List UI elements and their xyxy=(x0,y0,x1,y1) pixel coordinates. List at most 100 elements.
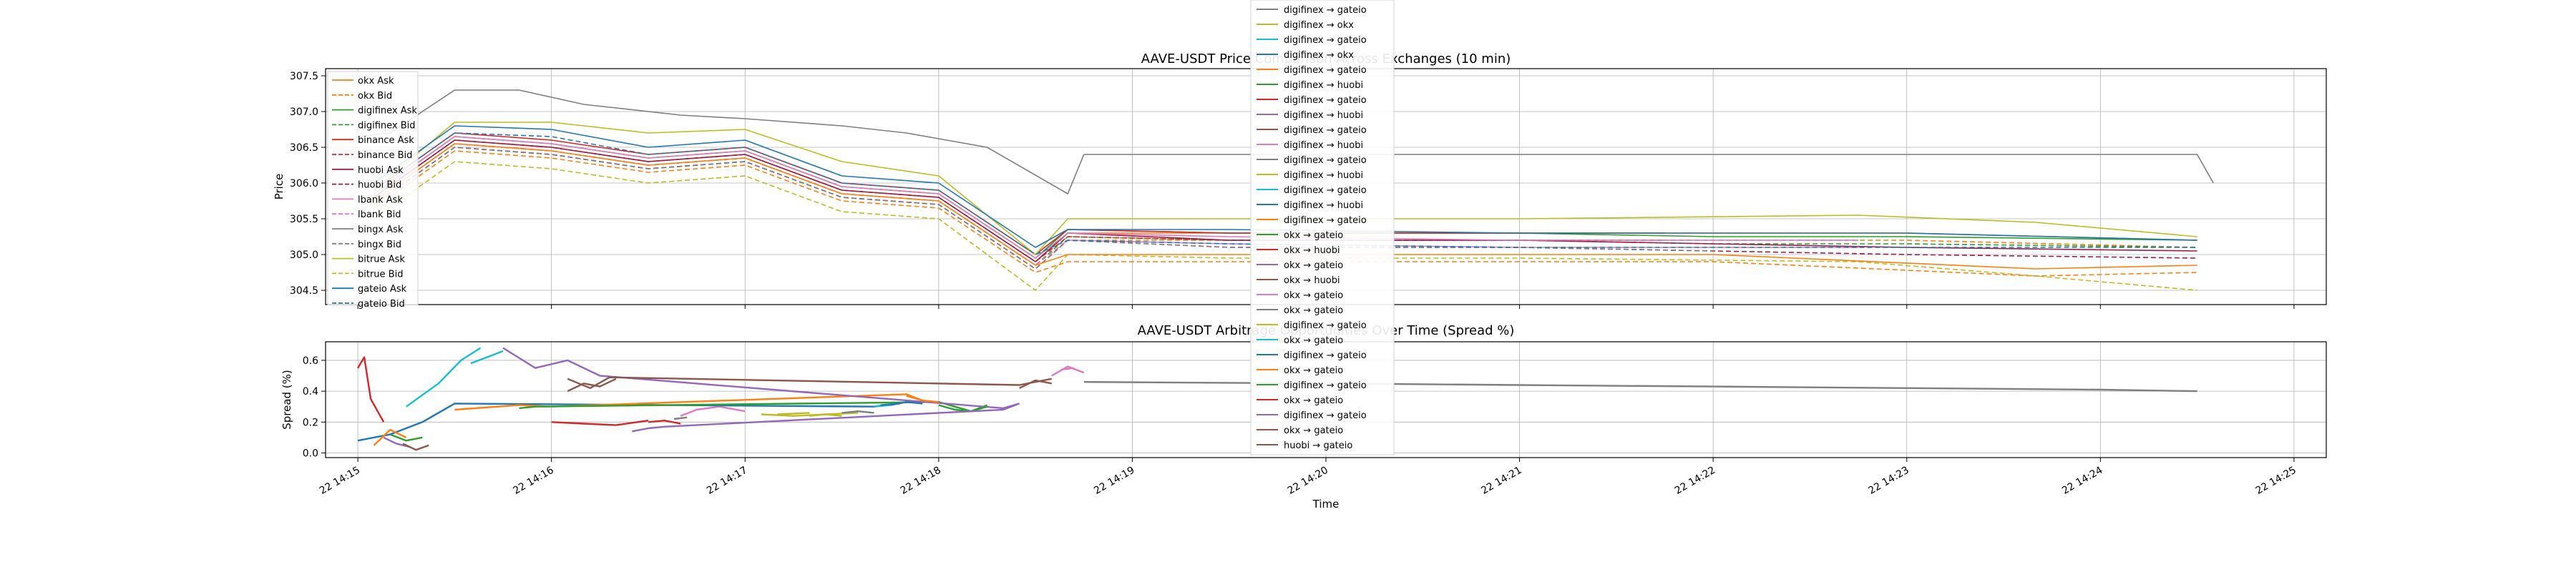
x-tick-label: 22 14:25 xyxy=(2254,465,2298,497)
spread-series-digifinex-to-huobi xyxy=(502,347,1020,410)
spread-legend-label: digifinex → gateio xyxy=(1284,215,1367,226)
spread-legend-label: digifinex → huobi xyxy=(1284,140,1363,151)
spread-legend-label: digifinex → gateio xyxy=(1284,5,1367,16)
spread-series-digifinex-to-gateio xyxy=(389,433,423,442)
price-legend-label: okx Bid xyxy=(358,91,392,102)
price-y-tick-label: 306.0 xyxy=(290,178,318,189)
spread-series-digifinex-to-gateio xyxy=(405,347,482,408)
price-legend-label: huobi Bid xyxy=(358,180,401,191)
spread-legend-box xyxy=(1250,0,1395,455)
spread-y-ticks: 0.0 0.2 0.4 0.6 xyxy=(303,355,326,460)
spread-y-tick-label: 0.6 xyxy=(303,355,318,367)
x-tick-label: 22 14:24 xyxy=(2060,465,2104,497)
price-legend-label: huobi Ask xyxy=(358,165,404,176)
x-tick-label: 22 14:17 xyxy=(705,465,749,497)
price-series-mexc-bid xyxy=(374,150,2197,277)
price-legend-label: gateio Bid xyxy=(358,299,405,310)
price-y-tick-label: 307.0 xyxy=(290,107,318,118)
spread-legend-label: okx → gateio xyxy=(1284,305,1343,316)
price-y-tick-label: 304.5 xyxy=(290,285,318,297)
price-legend-label: digifinex Bid xyxy=(358,120,416,131)
price-y-tick-label: 306.5 xyxy=(290,142,318,154)
spread-legend-label: okx → gateio xyxy=(1284,335,1343,346)
spread-series-digifinex-to-gateio xyxy=(551,420,649,426)
spread-legend-label: okx → gateio xyxy=(1284,365,1343,376)
spread-series-group xyxy=(357,347,2197,451)
spread-y-tick-label: 0.0 xyxy=(303,448,318,460)
price-legend-label: digifinex Ask xyxy=(358,106,417,117)
price-legend-label: bitrue Bid xyxy=(358,269,403,280)
price-legend-label: lbank Ask xyxy=(358,194,403,205)
spread-series-digifinex-to-gateio xyxy=(906,395,939,403)
spread-series-okx-to-gateio xyxy=(1061,367,1075,371)
spread-legend: digifinex → okx digifinex → gateio digifin… xyxy=(1250,0,1395,455)
x-tick-label: 22 14:18 xyxy=(899,465,943,497)
spread-series-okx-to-gateio xyxy=(470,350,504,365)
price-series-lbank-ask xyxy=(374,136,1859,259)
x-tick-label: 22 14:21 xyxy=(1479,465,1523,497)
spread-legend-label: digifinex → huobi xyxy=(1284,200,1363,211)
price-legend: okx Ask okx Bid digifinex Ask digifinex Bid… xyxy=(327,71,419,310)
spread-series-okx-to-gateio xyxy=(357,356,385,423)
spread-legend-label: digifinex → okx xyxy=(1284,0,1354,1)
spread-y-tick-label: 0.4 xyxy=(303,386,318,398)
spread-y-axis-label: Spread (%) xyxy=(280,370,293,430)
spread-series-okx-to-gateio xyxy=(402,443,429,451)
spread-series-digifinex-to-huobi xyxy=(1051,365,1085,377)
price-series-gateio-bid xyxy=(374,132,2197,255)
spread-legend-label: digifinex → gateio xyxy=(1284,350,1367,361)
price-series-huobi-ask xyxy=(374,139,2197,262)
x-tick-label: 22 14:23 xyxy=(1867,465,1911,497)
spread-legend-label: digifinex → gateio xyxy=(1284,65,1367,76)
price-series-bingx-ask xyxy=(358,89,2214,194)
spread-legend-label: digifinex → gateio xyxy=(1284,125,1367,136)
spread-x-axis-label: Time xyxy=(1312,498,1340,511)
spread-series-okx-to-huobi xyxy=(1019,379,1052,389)
spread-legend-label: digifinex → gateio xyxy=(1284,410,1367,421)
spread-legend-label: digifinex → huobi xyxy=(1284,170,1363,181)
spread-legend-label: digifinex → gateio xyxy=(1284,155,1367,166)
spread-legend-label: okx → gateio xyxy=(1284,260,1343,271)
spread-legend-label: huobi → gateio xyxy=(1284,440,1352,451)
spread-legend-label: digifinex → okx xyxy=(1284,20,1354,31)
price-legend-label: okx Ask xyxy=(358,76,394,87)
x-tick-label: 22 14:22 xyxy=(1673,465,1717,497)
spread-y-tick-label: 0.2 xyxy=(303,417,318,428)
spread-series-okx-to-huobi xyxy=(648,420,681,425)
x-tick-label: 22 14:16 xyxy=(511,465,555,497)
spread-legend-label: digifinex → gateio xyxy=(1284,320,1367,331)
price-series-mexc-ask xyxy=(374,143,2197,270)
price-series-group xyxy=(358,89,2214,291)
spread-series-digifinex-to-huobi xyxy=(809,413,842,417)
price-y-ticks: 304.5 305.0 305.5 306.0 306.5 307.0 307.5 xyxy=(290,71,326,297)
spread-legend-label: digifinex → huobi xyxy=(1284,110,1363,121)
spread-legend-label: digifinex → huobi xyxy=(1284,80,1363,91)
spread-legend-label: digifinex → gateio xyxy=(1284,95,1367,106)
spread-series-huobi-to-gateio xyxy=(567,378,617,393)
price-legend-label: gateio Ask xyxy=(358,284,407,295)
spread-series-digifinex-to-gateio xyxy=(841,410,874,414)
price-legend-label: bitrue Ask xyxy=(358,255,405,265)
price-legend-label: lbank Bid xyxy=(358,209,401,220)
x-tick-label: 22 14:20 xyxy=(1286,465,1330,497)
spread-legend-label: okx → gateio xyxy=(1284,290,1343,301)
spread-series-okx-to-gateio xyxy=(632,403,1020,433)
price-legend-label: binance Ask xyxy=(358,135,414,146)
x-tick-label: 22 14:19 xyxy=(1092,465,1136,497)
spread-series-digifinex-to-gateio xyxy=(777,412,810,415)
spread-legend-label: okx → huobi xyxy=(1284,245,1340,256)
price-y-tick-label: 307.5 xyxy=(290,71,318,82)
spread-series-digifinex-to-gateio xyxy=(383,436,410,448)
spread-legend-label: digifinex → gateio xyxy=(1284,185,1367,196)
spread-series-okx-to-gateio xyxy=(673,416,688,420)
x-tick-label: 22 14:15 xyxy=(318,465,362,497)
spread-x-ticks: 22 14:15 22 14:16 22 14:17 22 14:18 22 14:19… xyxy=(318,458,2298,497)
price-y-tick-label: 305.5 xyxy=(290,214,318,225)
spread-series-digifinex-to-gateio xyxy=(880,403,900,406)
spread-legend-label: digifinex → gateio xyxy=(1284,380,1367,391)
spread-legend-label: okx → gateio xyxy=(1284,395,1343,406)
price-legend-label: binance Bid xyxy=(358,150,412,161)
spread-legend-label: digifinex → okx xyxy=(1284,50,1354,61)
spread-series-digifinex-to-okx xyxy=(680,405,746,417)
